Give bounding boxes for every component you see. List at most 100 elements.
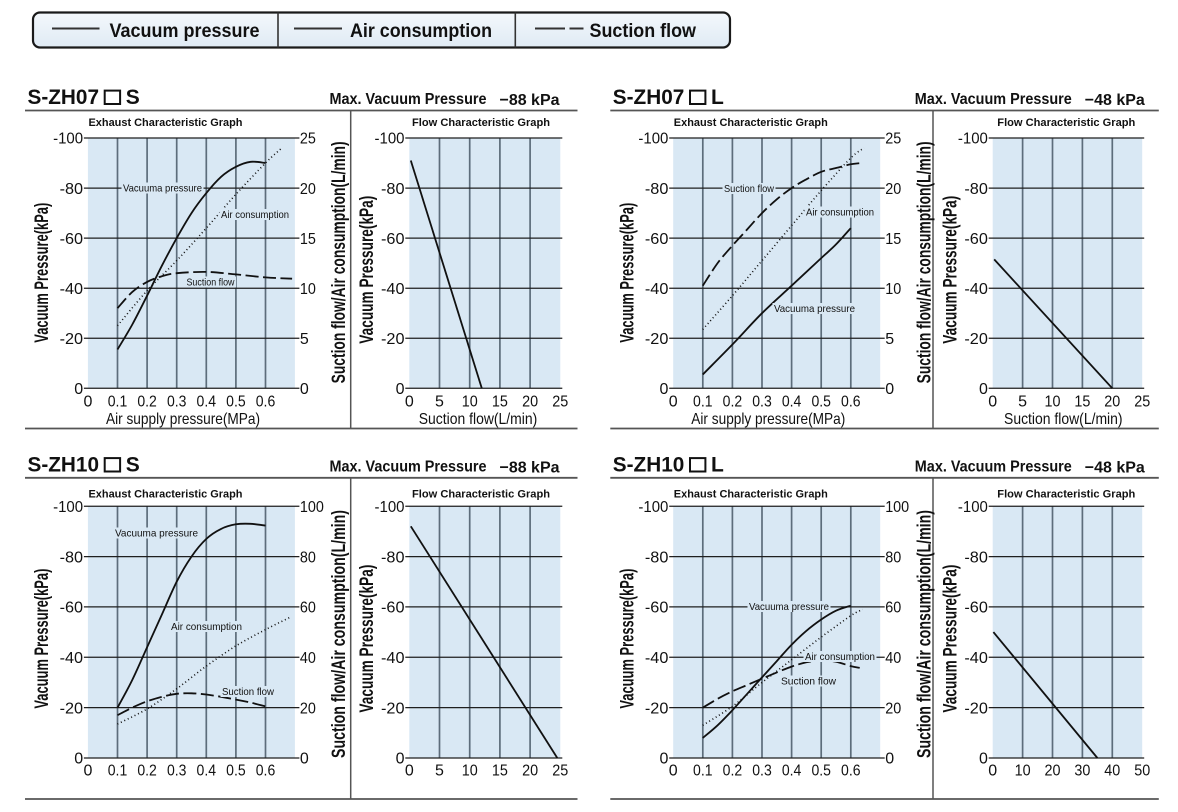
svg-text:Suction flow/Air consumption(L: Suction flow/Air consumption(L/min) [329, 510, 350, 758]
svg-text:-80: -80 [645, 549, 669, 566]
svg-text:0.2: 0.2 [723, 394, 743, 411]
svg-text:0.3: 0.3 [752, 762, 772, 779]
svg-text:15: 15 [492, 394, 508, 411]
svg-text:Air consumption: Air consumption [806, 207, 874, 219]
svg-text:0: 0 [885, 751, 894, 768]
svg-text:-80: -80 [964, 181, 988, 198]
svg-text:−88 kPa: −88 kPa [500, 92, 560, 109]
svg-text:10: 10 [462, 394, 478, 411]
svg-text:20: 20 [885, 181, 901, 198]
svg-text:0: 0 [979, 751, 988, 768]
svg-text:Flow Characteristic Graph: Flow Characteristic Graph [997, 117, 1135, 129]
svg-text:S: S [126, 454, 140, 477]
svg-text:-80: -80 [381, 549, 405, 566]
svg-text:-80: -80 [60, 181, 84, 198]
svg-text:0.5: 0.5 [226, 762, 246, 779]
svg-text:-100: -100 [375, 131, 405, 148]
svg-text:-60: -60 [381, 231, 405, 248]
svg-text:Vacuuma pressure: Vacuuma pressure [115, 528, 198, 540]
svg-text:0: 0 [988, 394, 997, 411]
svg-text:-60: -60 [645, 231, 669, 248]
svg-text:25: 25 [300, 131, 316, 148]
svg-text:L: L [711, 86, 724, 109]
svg-text:10: 10 [885, 281, 901, 298]
svg-text:-40: -40 [381, 650, 405, 667]
svg-text:0.5: 0.5 [811, 394, 831, 411]
svg-text:-60: -60 [60, 231, 84, 248]
svg-text:Suction flow/Air consumption(L: Suction flow/Air consumption(L/min) [915, 141, 936, 383]
svg-text:-100: -100 [375, 499, 405, 516]
svg-text:Air consumption: Air consumption [171, 621, 242, 633]
svg-text:60: 60 [885, 600, 901, 617]
svg-text:-20: -20 [60, 331, 84, 348]
svg-text:-80: -80 [60, 549, 84, 566]
svg-text:0.2: 0.2 [723, 762, 743, 779]
svg-text:−48 kPa: −48 kPa [1085, 459, 1145, 476]
svg-text:5: 5 [435, 394, 444, 411]
svg-text:Vacuum Pressure(kPa): Vacuum Pressure(kPa) [618, 569, 639, 709]
svg-text:-40: -40 [381, 281, 405, 298]
svg-text:0.5: 0.5 [811, 762, 831, 779]
svg-text:-40: -40 [60, 281, 84, 298]
svg-text:Air supply pressure(MPa): Air supply pressure(MPa) [691, 411, 845, 428]
svg-text:-20: -20 [381, 700, 405, 717]
svg-text:0.6: 0.6 [841, 394, 861, 411]
svg-text:Exhaust Characteristic Graph: Exhaust Characteristic Graph [674, 117, 828, 129]
svg-text:0.3: 0.3 [752, 394, 772, 411]
svg-text:-20: -20 [60, 700, 84, 717]
svg-text:-60: -60 [60, 600, 84, 617]
svg-text:Suction flow: Suction flow [187, 277, 235, 289]
svg-text:Max. Vacuum Pressure: Max. Vacuum Pressure [330, 91, 487, 108]
svg-text:-40: -40 [60, 650, 84, 667]
svg-text:Vacuum Pressure(kPa): Vacuum Pressure(kPa) [32, 569, 53, 709]
svg-text:0: 0 [83, 394, 92, 411]
svg-text:0.3: 0.3 [167, 394, 187, 411]
svg-text:Exhaust Characteristic Graph: Exhaust Characteristic Graph [674, 489, 828, 501]
svg-text:Air consumption: Air consumption [350, 21, 492, 42]
svg-text:0: 0 [83, 762, 92, 779]
svg-text:-60: -60 [381, 600, 405, 617]
svg-text:0.4: 0.4 [782, 394, 802, 411]
svg-text:0: 0 [74, 751, 83, 768]
svg-text:S-ZH10: S-ZH10 [613, 454, 685, 477]
svg-text:-100: -100 [638, 499, 668, 516]
svg-text:0: 0 [396, 751, 405, 768]
svg-text:Max. Vacuum Pressure: Max. Vacuum Pressure [915, 91, 1072, 108]
svg-text:0: 0 [74, 381, 83, 398]
svg-text:0: 0 [659, 751, 668, 768]
svg-text:0.2: 0.2 [137, 762, 157, 779]
svg-text:10: 10 [462, 762, 478, 779]
svg-text:-80: -80 [964, 549, 988, 566]
svg-text:0: 0 [300, 381, 309, 398]
svg-text:80: 80 [885, 549, 901, 566]
svg-text:20: 20 [522, 394, 538, 411]
svg-text:15: 15 [885, 231, 901, 248]
svg-text:-20: -20 [381, 331, 405, 348]
svg-text:Suction flow/Air consumption(L: Suction flow/Air consumption(L/min) [329, 141, 350, 383]
svg-text:0.5: 0.5 [226, 394, 246, 411]
svg-text:20: 20 [1045, 762, 1061, 779]
svg-text:S-ZH07: S-ZH07 [613, 86, 685, 109]
svg-text:-20: -20 [964, 331, 988, 348]
svg-text:Flow Characteristic Graph: Flow Characteristic Graph [997, 489, 1135, 501]
svg-text:-80: -80 [381, 181, 405, 198]
svg-text:25: 25 [552, 762, 568, 779]
svg-text:30: 30 [1074, 762, 1090, 779]
svg-text:0.1: 0.1 [108, 762, 128, 779]
svg-text:Exhaust Characteristic Graph: Exhaust Characteristic Graph [89, 117, 243, 129]
svg-text:20: 20 [1104, 394, 1120, 411]
svg-text:100: 100 [300, 499, 324, 516]
svg-text:0.4: 0.4 [782, 762, 802, 779]
svg-text:-40: -40 [645, 650, 669, 667]
svg-text:0.1: 0.1 [693, 762, 713, 779]
svg-text:40: 40 [1104, 762, 1120, 779]
svg-text:10: 10 [1015, 762, 1031, 779]
svg-text:0: 0 [669, 394, 678, 411]
svg-text:5: 5 [300, 331, 309, 348]
svg-text:40: 40 [300, 650, 316, 667]
svg-text:S: S [126, 86, 140, 109]
svg-text:Vacuum Pressure(kPa): Vacuum Pressure(kPa) [32, 203, 53, 343]
svg-text:Suction flow/Air consumption(L: Suction flow/Air consumption(L/min) [915, 510, 936, 758]
svg-text:0: 0 [988, 762, 997, 779]
svg-text:-40: -40 [964, 650, 988, 667]
